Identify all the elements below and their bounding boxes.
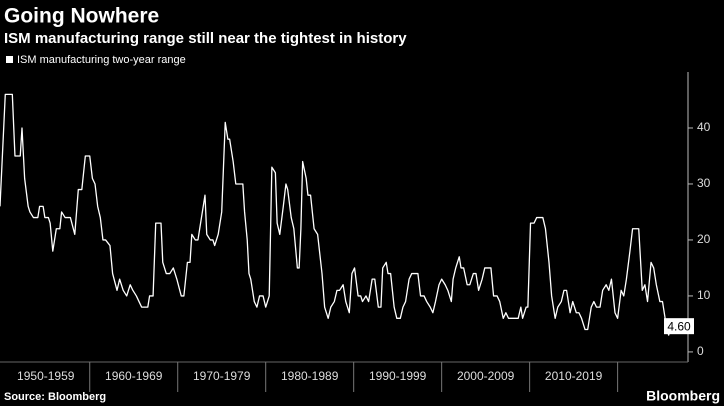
legend-swatch bbox=[6, 56, 13, 63]
value-label-box bbox=[664, 318, 694, 335]
y-tick-label: 0 bbox=[697, 344, 704, 358]
x-tick-label: 1950-1959 bbox=[17, 369, 75, 383]
x-tick-label: 1970-1979 bbox=[193, 369, 251, 383]
line bbox=[0, 93, 675, 336]
source: Source: Bloomberg bbox=[4, 391, 106, 403]
value-label: 4.60 bbox=[667, 319, 691, 333]
y-tick-label: 20 bbox=[697, 232, 711, 246]
y-tick-label: 40 bbox=[697, 120, 711, 134]
chart-subtitle: ISM manufacturing range still near the t… bbox=[4, 30, 407, 47]
y-tick-label: 10 bbox=[697, 288, 711, 302]
chart-title: Going Nowhere bbox=[4, 5, 159, 28]
y-tick-label: 30 bbox=[697, 176, 711, 190]
x-tick-label: 2010-2019 bbox=[545, 369, 603, 383]
x-tick-label: 1990-1999 bbox=[369, 369, 427, 383]
legend-label: ISM manufacturing two-year range bbox=[17, 54, 186, 66]
brand: Bloomberg bbox=[646, 388, 720, 404]
x-tick-label: 1980-1989 bbox=[281, 369, 339, 383]
x-tick-label: 2000-2009 bbox=[457, 369, 515, 383]
x-tick-label: 1960-1969 bbox=[105, 369, 163, 383]
